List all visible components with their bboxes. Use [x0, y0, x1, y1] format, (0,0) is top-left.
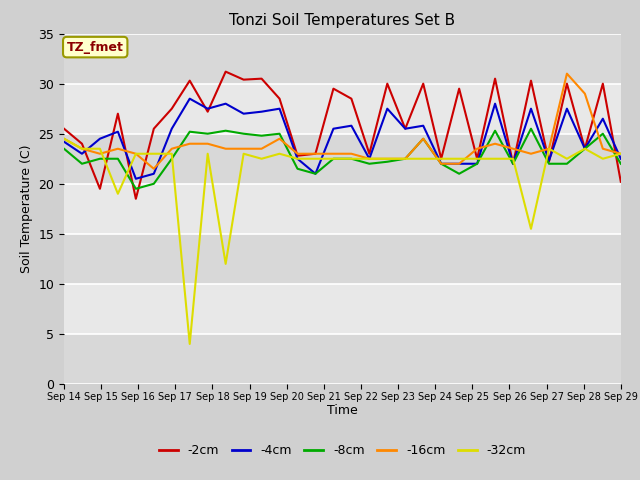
Bar [64, 334, 621, 384]
Bar [64, 84, 621, 134]
Bar [64, 34, 621, 84]
Y-axis label: Soil Temperature (C): Soil Temperature (C) [20, 144, 33, 273]
Legend: -2cm, -4cm, -8cm, -16cm, -32cm: -2cm, -4cm, -8cm, -16cm, -32cm [154, 439, 531, 462]
Title: Tonzi Soil Temperatures Set B: Tonzi Soil Temperatures Set B [229, 13, 456, 28]
Bar [64, 134, 621, 184]
Bar [64, 184, 621, 234]
Bar [64, 234, 621, 284]
X-axis label: Time: Time [327, 405, 358, 418]
Bar [64, 284, 621, 334]
Text: TZ_fmet: TZ_fmet [67, 41, 124, 54]
